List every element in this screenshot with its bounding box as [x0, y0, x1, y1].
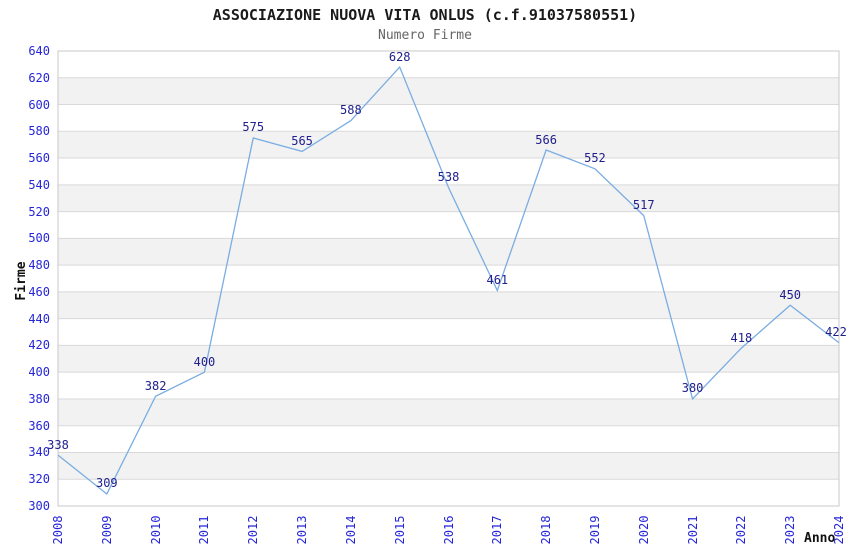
y-tick-label: 480 [28, 258, 50, 273]
x-tick-label: 2018 [539, 515, 554, 545]
y-tick-label: 400 [28, 365, 50, 380]
point-label: 400 [193, 354, 216, 369]
chart-title: ASSOCIAZIONE NUOVA VITA ONLUS (c.f.91037… [212, 6, 638, 24]
point-label: 461 [486, 273, 509, 288]
point-label: 538 [437, 170, 460, 184]
y-tick-label: 300 [28, 499, 50, 513]
point-label: 628 [388, 49, 411, 64]
x-tick-label: 2009 [99, 515, 114, 545]
plot-band [58, 398, 839, 426]
y-tick-label: 380 [28, 391, 50, 406]
plot-band [58, 184, 839, 212]
x-tick-label: 2021 [685, 515, 700, 545]
y-tick-label: 540 [28, 177, 50, 192]
point-label: 382 [144, 378, 167, 393]
point-label: 552 [584, 151, 606, 166]
y-tick-label: 600 [28, 97, 50, 112]
y-tick-label: 440 [28, 311, 50, 326]
plot-band [58, 77, 839, 105]
plot-band [58, 238, 839, 266]
x-tick-label: 2011 [197, 515, 212, 545]
plot-band [58, 452, 839, 480]
x-tick-label: 2019 [587, 515, 602, 545]
x-tick-label: 2012 [246, 515, 261, 545]
plot-band [58, 345, 839, 373]
point-label: 338 [47, 437, 69, 452]
x-tick-label: 2020 [636, 515, 651, 545]
y-tick-label: 520 [28, 204, 50, 219]
x-tick-label: 2013 [295, 515, 310, 545]
data-line [57, 65, 840, 495]
x-tick-label: 2015 [392, 515, 407, 545]
y-tick-label: 500 [28, 231, 50, 246]
point-label: 565 [291, 133, 313, 148]
chart-subtitle: Numero Firme [378, 28, 472, 43]
plot-band [58, 131, 839, 159]
x-tick-label: 2023 [783, 515, 798, 545]
x-tick-label: 2017 [490, 515, 505, 545]
point-label: 309 [95, 476, 118, 491]
point-label: 517 [632, 198, 655, 213]
y-tick-label: 620 [28, 70, 50, 85]
point-label: 566 [535, 132, 557, 147]
x-axis-title: Anno [804, 531, 836, 546]
y-tick-label: 340 [28, 445, 50, 460]
point-label: 588 [340, 103, 362, 118]
y-tick-label: 560 [28, 151, 50, 166]
y-tick-label: 640 [28, 44, 50, 58]
point-label: 380 [681, 381, 704, 396]
x-tick-label: 2024 [832, 515, 846, 545]
plot-band [58, 291, 839, 319]
x-tick-label: 2008 [51, 515, 65, 545]
y-tick-label: 320 [28, 472, 50, 487]
point-label: 422 [825, 325, 847, 340]
y-tick-label: 420 [28, 338, 50, 353]
y-tick-label: 360 [28, 418, 50, 433]
x-tick-label: 2016 [441, 515, 456, 545]
x-tick-label: 2022 [734, 515, 749, 545]
x-tick-label: 2014 [343, 515, 358, 545]
point-label: 418 [730, 330, 753, 345]
x-tick-label: 2010 [148, 515, 163, 545]
y-tick-label: 460 [28, 284, 50, 299]
point-label: 450 [779, 287, 802, 302]
plot-border [57, 50, 840, 507]
y-tick-label: 580 [28, 124, 50, 139]
point-label: 575 [242, 120, 265, 135]
